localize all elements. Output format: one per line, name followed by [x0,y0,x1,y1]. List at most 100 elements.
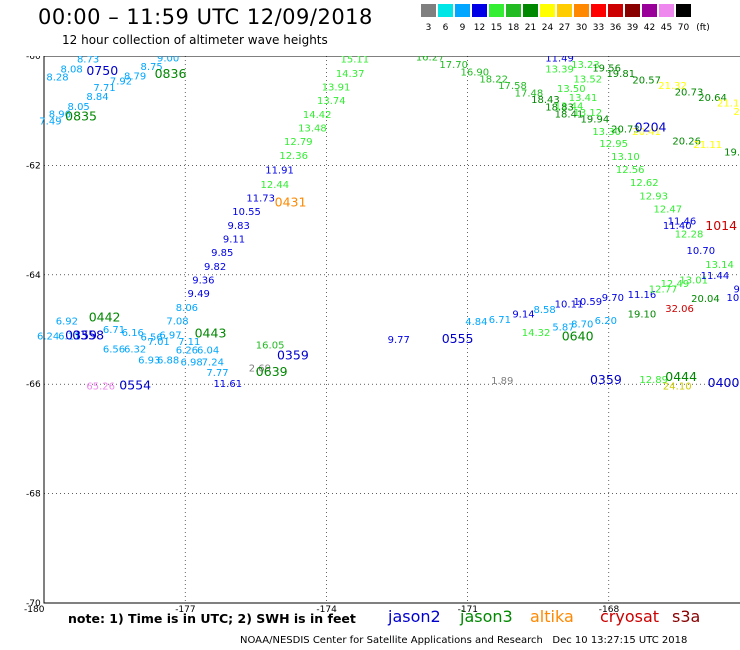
legend-bin-label: 70 [677,23,690,33]
legend-bin-label: 6 [442,23,449,33]
wave-height-label: 6.92 [56,317,78,328]
legend-bin-label: 12 [473,23,486,33]
wave-height-label: 6.71 [103,325,125,336]
wave-height-label: 19.96 [724,148,740,159]
wave-height-label: 6.32 [124,344,146,355]
wave-height-label: 12.95 [599,139,628,150]
wave-height-label: 14.42 [303,110,332,121]
wave-height-label: 7.71 [93,83,115,94]
wave-height-label: 20.64 [698,93,727,104]
legend-swatch [573,3,590,18]
wave-height-label: 7.11 [178,337,200,348]
wave-height-label: 12.28 [675,230,704,241]
wave-height-label: 12.79 [284,137,313,148]
satellite-legend-altika: altika [530,607,574,626]
wave-height-label: 8.05 [68,102,90,113]
pass-time-label: 0835 [65,109,97,124]
wave-height-label: 18.41 [555,109,584,120]
legend-swatch [641,3,658,18]
wave-height-label: 13.14 [705,260,734,271]
legend-bin-label: 42 [643,23,656,33]
wave-height-label: 6.98 [180,358,202,369]
legend-swatch [488,3,505,18]
wave-height-label: 13.01 [679,276,708,287]
legend-swatch [522,3,539,18]
pass-time-label: 0215 [578,56,610,58]
wave-height-label: 13.30 [592,127,621,138]
pass-time-label: 0203 [463,56,495,59]
wave-height-label: 4.84 [465,317,487,328]
legend-swatch [454,3,471,18]
pass-time-label: 0443 [195,326,227,341]
wave-height-label: 17.93 [439,56,468,58]
wave-height-label: 6.16 [122,328,144,339]
color-legend: 3 6 9 12 15 18 21 24 27 30 33 36 39 42 45 70 (ft) [420,3,714,33]
legend-labels: 3 6 9 12 15 18 21 24 27 30 33 36 39 42 45 70 (ft) [420,18,714,33]
legend-swatch [556,3,573,18]
wave-height-label: 7.24 [202,358,224,369]
legend-bin-label: 18 [507,23,520,33]
wave-height-values: 8.738.088.28 8.797.927.71 9.008.75 8.848.05… [37,56,740,393]
pass-time-label: 0639 [256,364,288,379]
wave-height-label: 8.06 [176,303,198,314]
wave-height-label: 9.85 [211,248,233,259]
wave-height-label: 11.44 [701,271,730,282]
legend-swatch [658,3,675,18]
wave-height-label: 13.23 [571,60,600,71]
pass-time-label: 0216 [581,56,613,58]
pass-time-label: 0359 [590,372,622,387]
wave-height-label: 21.11 [694,140,723,151]
legend-bin-label: 45 [660,23,673,33]
credit-line: NOAA/NESDIS Center for Satellite Applica… [240,635,688,646]
wave-height-label: 11.49 [545,56,574,64]
legend-bin-label: 27 [558,23,571,33]
wave-height-label: 12.77 [649,284,678,295]
wave-height-label: 19.10 [628,309,657,320]
wave-height-label: 6.24 [37,331,59,342]
wave-height-label: 7.77 [206,368,228,379]
wave-height-label: 6.11 [58,331,80,342]
wave-height-label: 1.89 [491,376,513,387]
wave-height-label: 8.08 [60,64,82,75]
wave-height-label: 13.41 [569,93,598,104]
pass-time-label: 0442 [89,309,121,324]
y-tick-label: -68 [26,490,41,500]
x-tick-label: -180 [24,605,45,615]
pass-time-label: 0359 [65,327,97,342]
wave-height-label: 6.71 [489,315,511,326]
wave-height-label: 7.92 [110,76,132,87]
legend-bin-label: 36 [609,23,622,33]
wave-height-label: 14.37 [336,69,365,80]
legend-swatch [590,3,607,18]
x-tick-label: -177 [175,605,195,615]
wave-height-label: 21.16 [717,98,740,109]
wave-height-label: 9.49 [188,289,210,300]
legend-swatch [624,3,641,18]
wave-height-label: 21.32 [658,81,687,92]
wave-height-label: 12.47 [654,204,683,215]
wave-height-label: 13.91 [322,82,351,93]
wave-height-label: 19.94 [581,115,610,126]
wave-height-label: 11.16 [628,290,657,301]
pass-time-label: 0444 [665,369,697,384]
wave-height-label: 7.08 [166,317,188,328]
y-tick-label: -66 [26,380,41,390]
wave-height-label: 9.59 [734,284,740,295]
wave-height-label: 15.11 [341,56,370,66]
pass-time-label: 0359 [277,348,309,363]
wave-height-label: 8.96 [49,109,71,120]
wave-height-label: 10.79 [726,293,740,304]
legend-bin-label: 24 [541,23,554,33]
wave-height-label: 12.49 [661,279,690,290]
wave-height-label: 7.01 [148,337,170,348]
satellite-legend-jason3: jason3 [460,607,513,626]
wave-height-label: 12.44 [261,180,290,191]
wave-height-label: 18.83 [545,103,574,114]
satellite-legend-s3a: s3a [672,607,701,626]
wave-height-label: 9.70 [602,293,624,304]
pass-time-label: 0431 [275,194,307,209]
wave-height-label: 10.70 [686,246,715,257]
wave-height-label: 19.70 [581,56,610,58]
y-tick-label: -70 [26,599,41,609]
map-frame [43,56,740,604]
